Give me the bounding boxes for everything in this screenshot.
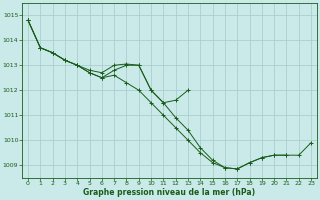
X-axis label: Graphe pression niveau de la mer (hPa): Graphe pression niveau de la mer (hPa) [84, 188, 256, 197]
